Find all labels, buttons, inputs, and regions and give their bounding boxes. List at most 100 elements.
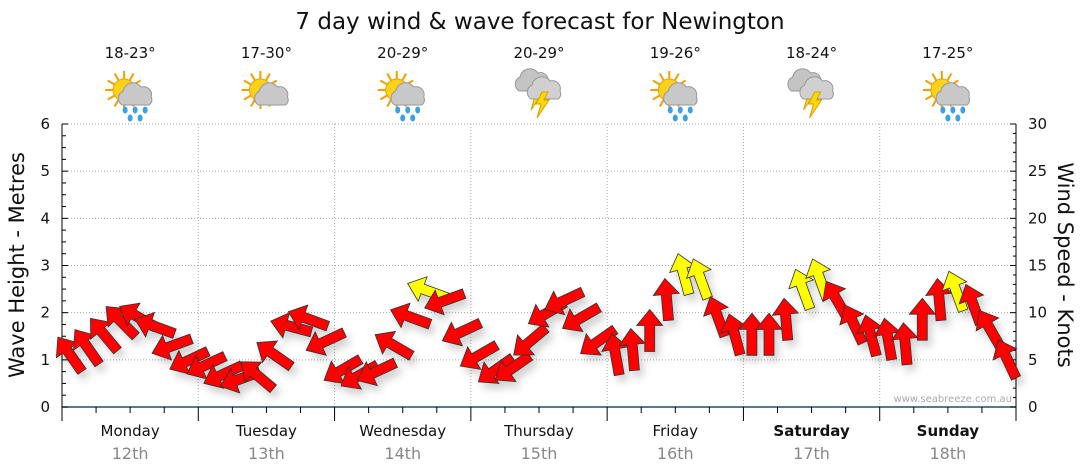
rain-drop xyxy=(672,114,678,122)
lightning-bolt xyxy=(807,91,823,119)
cloud-shape xyxy=(526,76,562,100)
rain-drop xyxy=(137,114,143,122)
wind-arrow xyxy=(151,333,194,361)
wind-arrow xyxy=(287,304,331,332)
day-label: Sunday xyxy=(917,422,980,440)
rain-drop xyxy=(677,106,683,114)
sun-cloud-rain-icon xyxy=(650,71,698,122)
sun-cloud-rain-icon xyxy=(105,71,153,122)
date-label: 12th xyxy=(112,444,149,463)
wind-arrows xyxy=(55,253,1022,394)
wind-arrow xyxy=(374,330,415,361)
rain-drop xyxy=(940,106,946,114)
wind-arrow xyxy=(494,351,534,382)
wind-arrow xyxy=(652,277,681,322)
rain-drop xyxy=(955,114,961,122)
thunderstorm-icon xyxy=(787,68,834,119)
right-tick-label: 30 xyxy=(1028,115,1047,133)
cloud-shape xyxy=(254,82,289,106)
left-tick-label: 5 xyxy=(40,162,50,180)
wind-arrow xyxy=(134,311,177,339)
cloud-shape xyxy=(663,82,698,106)
wind-arrow xyxy=(685,258,713,301)
day-label: Thursday xyxy=(503,422,574,440)
cloud-shape xyxy=(117,82,153,106)
rain-drop xyxy=(405,106,411,114)
wind-arrow xyxy=(561,302,602,333)
left-axis-label: Wave Height - Metres xyxy=(5,152,29,378)
date-label: 17th xyxy=(793,444,830,463)
date-label: 14th xyxy=(384,444,421,463)
date-label: 16th xyxy=(657,444,694,463)
right-tick-label: 0 xyxy=(1028,398,1038,416)
wind-arrow xyxy=(424,288,467,316)
day-label: Saturday xyxy=(773,422,850,440)
rain-drop xyxy=(132,106,138,114)
wind-arrow xyxy=(240,361,277,394)
wind-arrow xyxy=(618,327,646,372)
left-tick-label: 2 xyxy=(40,304,50,322)
wind-arrow xyxy=(513,323,550,356)
wind-arrow xyxy=(788,268,816,312)
watermark: www.seabreeze.com.au xyxy=(894,394,1012,405)
left-tick-label: 0 xyxy=(40,398,50,416)
wind-arrow xyxy=(908,297,937,341)
lightning-bolt xyxy=(535,91,550,119)
rain-drop xyxy=(687,106,693,114)
right-tick-label: 10 xyxy=(1028,304,1047,322)
temperature-range: 18-24° xyxy=(786,44,837,62)
temperature-range: 20-29° xyxy=(513,44,564,62)
sun-ray xyxy=(107,94,116,101)
right-tick-label: 15 xyxy=(1028,257,1047,275)
gridlines xyxy=(62,123,1016,407)
rain-drop xyxy=(127,114,133,122)
rain-drop xyxy=(682,114,688,122)
cloud-shape xyxy=(390,82,425,106)
left-tick-label: 6 xyxy=(40,115,50,133)
temperature-range: 19-26° xyxy=(650,44,701,62)
left-tick-label: 4 xyxy=(40,209,50,227)
wind-arrow xyxy=(755,312,783,356)
day-label: Friday xyxy=(653,422,699,440)
day-label: Wednesday xyxy=(359,422,446,440)
right-axis-label: Wind Speed - Knots xyxy=(1053,162,1077,367)
sun-cloud-icon xyxy=(241,71,289,109)
rain-drop xyxy=(667,106,673,114)
wind-arrow xyxy=(544,286,586,316)
wind-arrow xyxy=(771,297,800,341)
right-tick-label: 25 xyxy=(1028,162,1047,180)
wind-arrow xyxy=(459,340,500,370)
chart-title: 7 day wind & wave forecast for Newington xyxy=(295,9,784,35)
rain-drop xyxy=(122,106,128,114)
temperature-range: 17-30° xyxy=(241,44,292,62)
cloud-shape xyxy=(935,82,971,106)
sun-cloud-rain-icon xyxy=(922,71,971,122)
wind-arrow xyxy=(839,304,868,346)
left-tick-label: 3 xyxy=(40,257,50,275)
cloud-shape xyxy=(799,76,834,100)
temperature-range: 17-25° xyxy=(922,44,973,62)
wind-arrow xyxy=(356,357,398,387)
wind-arrow xyxy=(477,353,517,384)
axes: 0 1 2 3 4 5 6 0 5 10 15 20 25 30 Monday 12th Tuesday 13th… xyxy=(40,115,1047,463)
wind-arrow xyxy=(891,322,919,366)
wind-arrow xyxy=(992,339,1022,381)
thunderstorm-icon xyxy=(514,68,562,119)
day-label: Monday xyxy=(101,422,160,440)
wind-arrow xyxy=(635,308,664,352)
wind-arrow xyxy=(580,324,619,356)
rain-drop xyxy=(960,106,966,114)
wind-arrow xyxy=(256,340,295,372)
rain-drop xyxy=(410,114,416,122)
right-tick-label: 20 xyxy=(1028,209,1047,227)
right-tick-label: 5 xyxy=(1028,351,1038,369)
rain-drop xyxy=(945,114,951,122)
rain-drop xyxy=(395,106,401,114)
date-label: 15th xyxy=(521,444,558,463)
daily-forecast-header: 18-23° 17-30° 20-29° 20-29° 19-26° 18-24° 17-2… xyxy=(105,44,973,122)
left-tick-label: 1 xyxy=(40,351,50,369)
day-label: Tuesday xyxy=(235,422,297,440)
wind-arrow xyxy=(389,302,433,330)
temperature-range: 20-29° xyxy=(377,44,428,62)
